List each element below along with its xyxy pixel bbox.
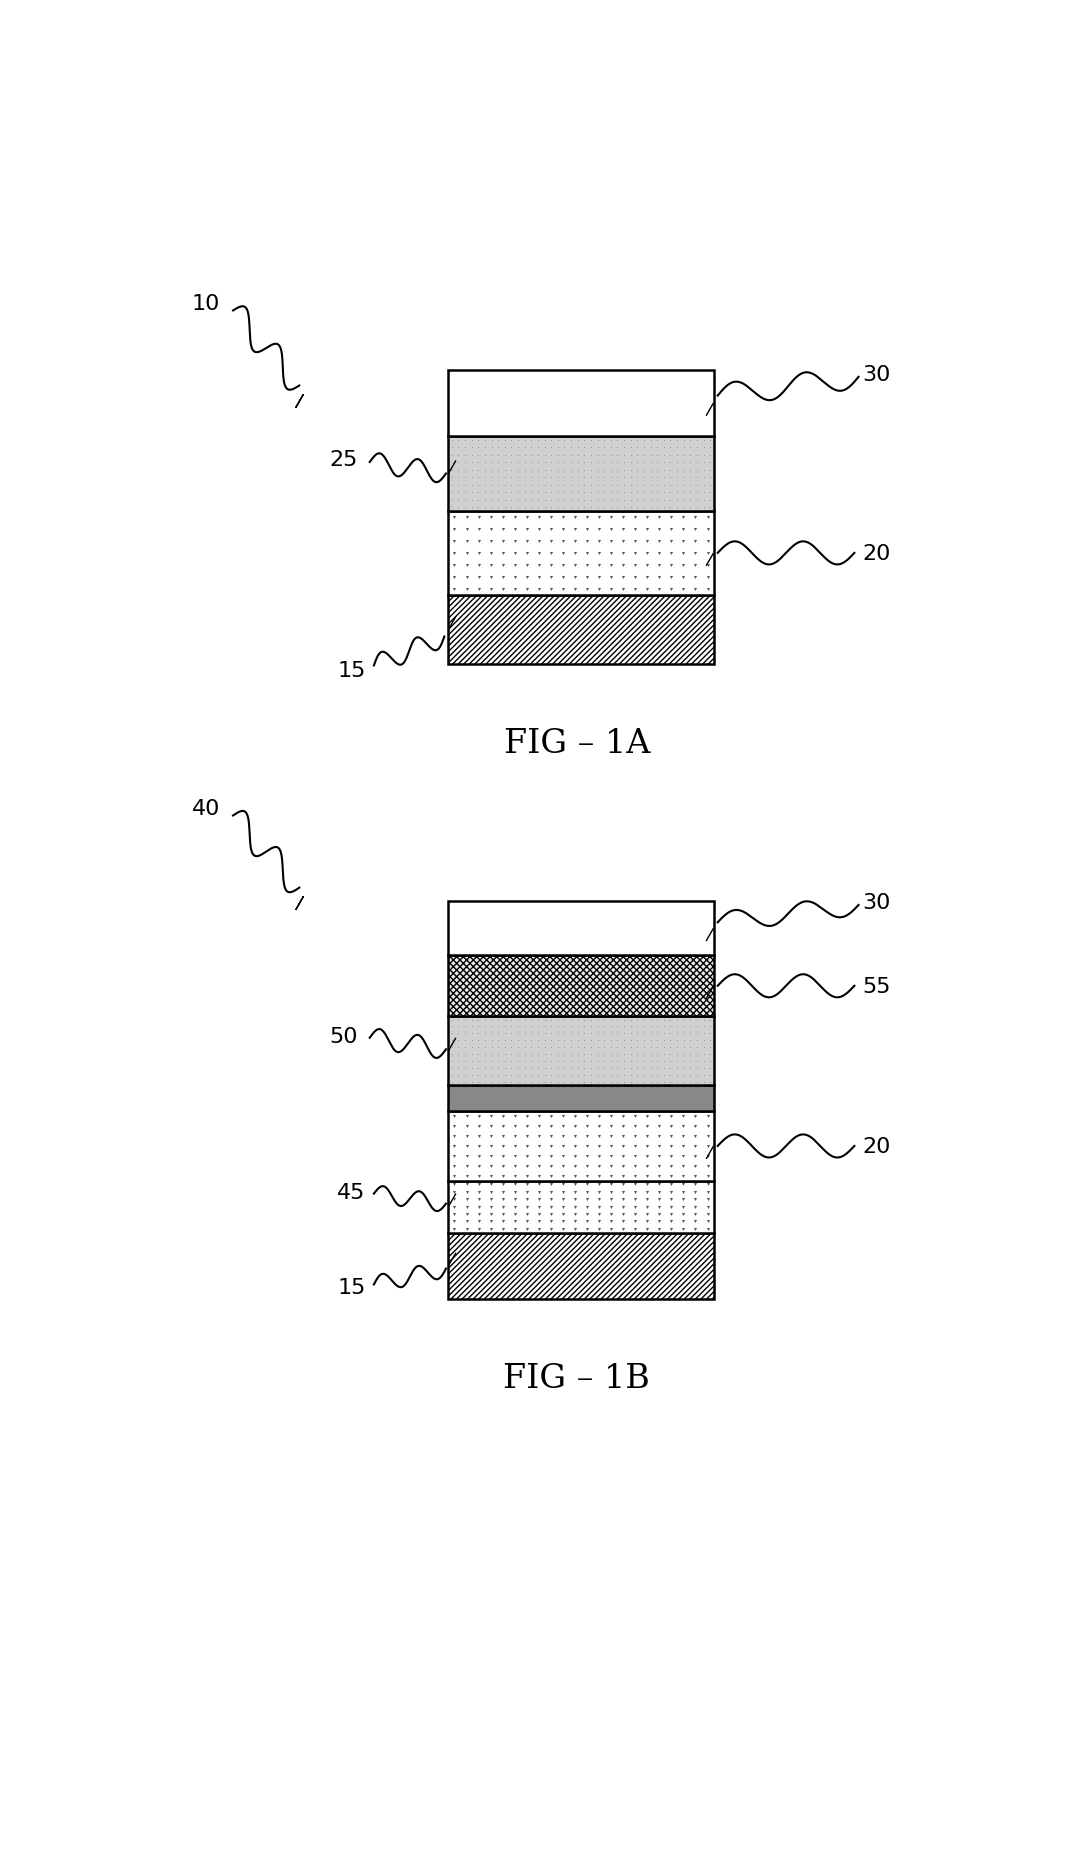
Text: 30: 30	[863, 893, 892, 912]
Polygon shape	[449, 616, 455, 629]
Polygon shape	[449, 1253, 455, 1266]
Bar	[449, 1182, 714, 1232]
Bar	[449, 1232, 714, 1300]
Text: 25: 25	[329, 450, 357, 470]
Polygon shape	[707, 554, 714, 566]
Bar	[449, 596, 714, 665]
Bar	[449, 1086, 714, 1113]
Text: 30: 30	[863, 365, 892, 384]
Text: 55: 55	[863, 976, 892, 996]
Polygon shape	[707, 987, 714, 998]
Bar	[449, 436, 714, 511]
Text: 50: 50	[329, 1026, 357, 1047]
Bar	[449, 1017, 714, 1086]
Text: FIG – 1A: FIG – 1A	[503, 729, 650, 760]
Text: 20: 20	[863, 543, 892, 564]
Polygon shape	[296, 897, 304, 910]
Bar	[449, 511, 714, 596]
Polygon shape	[707, 1146, 714, 1159]
Text: 40: 40	[191, 800, 220, 819]
Text: 45: 45	[337, 1182, 366, 1202]
Polygon shape	[449, 1193, 455, 1206]
Text: 15: 15	[337, 661, 366, 680]
Text: 15: 15	[337, 1277, 366, 1298]
Text: 10: 10	[191, 294, 220, 315]
Polygon shape	[449, 1038, 455, 1051]
Polygon shape	[707, 929, 714, 942]
Bar	[449, 371, 714, 436]
Bar	[449, 901, 714, 955]
Polygon shape	[449, 461, 455, 474]
Text: FIG – 1B: FIG – 1B	[503, 1362, 650, 1395]
Polygon shape	[296, 395, 304, 408]
Polygon shape	[707, 403, 714, 416]
Bar	[449, 1113, 714, 1182]
Text: 20: 20	[863, 1137, 892, 1156]
Bar	[449, 955, 714, 1017]
